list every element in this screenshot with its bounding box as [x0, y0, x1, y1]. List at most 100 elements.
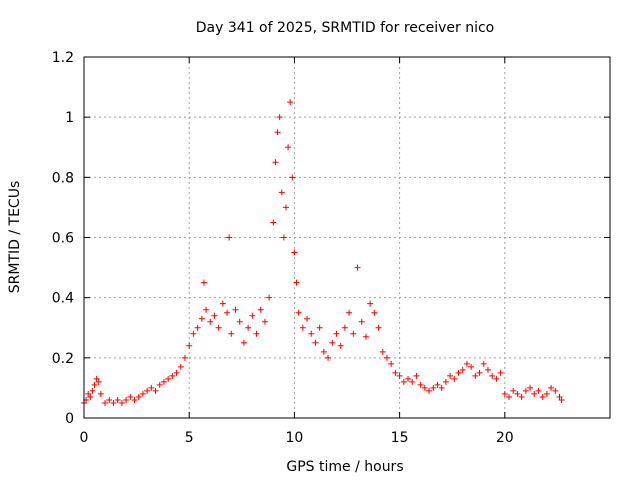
- data-point: [289, 174, 296, 181]
- y-tick-label: 0.2: [52, 351, 74, 367]
- data-point: [160, 378, 167, 385]
- data-point: [506, 393, 513, 400]
- data-points: [81, 99, 565, 406]
- data-point: [173, 369, 180, 376]
- data-point: [190, 330, 197, 337]
- data-point: [299, 324, 306, 331]
- data-point: [409, 378, 416, 385]
- data-point: [156, 381, 163, 388]
- data-point: [362, 333, 369, 340]
- data-point: [480, 360, 487, 367]
- axis-ticks: 0 0.2 0.4 0.6 0.8 1 1.2 0 5 10 15 20: [52, 50, 610, 446]
- data-point: [438, 384, 445, 391]
- data-point: [558, 396, 565, 403]
- y-tick-label: 1: [65, 110, 74, 126]
- data-point: [169, 372, 176, 379]
- data-point: [257, 306, 264, 313]
- data-point: [211, 312, 218, 319]
- data-point: [421, 384, 428, 391]
- x-tick-label: 5: [185, 430, 194, 446]
- data-point: [97, 390, 104, 397]
- data-point: [89, 387, 96, 394]
- data-point: [539, 393, 546, 400]
- data-point: [383, 354, 390, 361]
- data-point: [548, 384, 555, 391]
- data-point: [226, 234, 233, 241]
- data-point: [325, 354, 332, 361]
- data-point: [270, 219, 277, 226]
- data-point: [127, 393, 134, 400]
- data-point: [152, 387, 159, 394]
- plot-frame: [83, 56, 611, 419]
- data-point: [400, 378, 407, 385]
- data-point: [459, 366, 466, 373]
- x-axis-label: GPS time / hours: [286, 459, 403, 475]
- data-point: [106, 396, 113, 403]
- data-point: [312, 339, 319, 346]
- data-point: [139, 390, 146, 397]
- grid: [84, 57, 610, 418]
- y-tick-label: 1.2: [52, 50, 74, 66]
- data-point: [276, 114, 283, 121]
- data-point: [346, 309, 353, 316]
- data-point: [102, 399, 109, 406]
- data-point: [291, 249, 298, 256]
- data-point: [455, 369, 462, 376]
- data-point: [135, 393, 142, 400]
- data-point: [95, 378, 102, 385]
- data-point: [87, 393, 94, 400]
- data-point: [224, 309, 231, 316]
- y-tick-label: 0: [65, 411, 74, 427]
- data-point: [293, 279, 300, 286]
- data-point: [493, 375, 500, 382]
- data-point: [405, 375, 412, 382]
- x-tick-label: 0: [80, 430, 89, 446]
- data-point: [442, 378, 449, 385]
- data-point: [426, 387, 433, 394]
- data-point: [165, 375, 172, 382]
- x-tick-label: 10: [285, 430, 303, 446]
- data-point: [228, 330, 235, 337]
- data-point: [468, 363, 475, 370]
- data-point: [379, 348, 386, 355]
- data-point: [350, 330, 357, 337]
- data-point: [447, 372, 454, 379]
- data-point: [316, 324, 323, 331]
- data-point: [358, 318, 365, 325]
- data-point: [295, 309, 302, 316]
- data-point: [245, 324, 252, 331]
- data-point: [329, 339, 336, 346]
- data-point: [282, 204, 289, 211]
- data-point: [514, 390, 521, 397]
- data-point: [278, 189, 285, 196]
- data-point: [85, 390, 92, 397]
- data-point: [249, 312, 256, 319]
- y-tick-label: 0.8: [52, 170, 74, 186]
- data-point: [484, 366, 491, 373]
- data-point: [144, 387, 151, 394]
- data-point: [552, 387, 559, 394]
- x-tick-label: 20: [496, 430, 514, 446]
- data-point: [287, 99, 294, 106]
- data-point: [280, 234, 287, 241]
- data-point: [510, 387, 517, 394]
- data-point: [527, 384, 534, 391]
- data-point: [497, 369, 504, 376]
- data-point: [472, 372, 479, 379]
- data-point: [434, 381, 441, 388]
- data-point: [114, 396, 121, 403]
- data-point: [531, 390, 538, 397]
- data-point: [207, 318, 214, 325]
- data-point: [522, 387, 529, 394]
- y-axis-label: SRMTID / TECUs: [7, 181, 23, 294]
- data-point: [198, 315, 205, 322]
- data-point: [354, 264, 361, 271]
- data-point: [261, 318, 268, 325]
- data-point: [219, 300, 226, 307]
- data-point: [91, 381, 98, 388]
- data-point: [430, 384, 437, 391]
- data-point: [543, 390, 550, 397]
- data-point: [285, 144, 292, 151]
- data-point: [215, 324, 222, 331]
- data-point: [266, 294, 273, 301]
